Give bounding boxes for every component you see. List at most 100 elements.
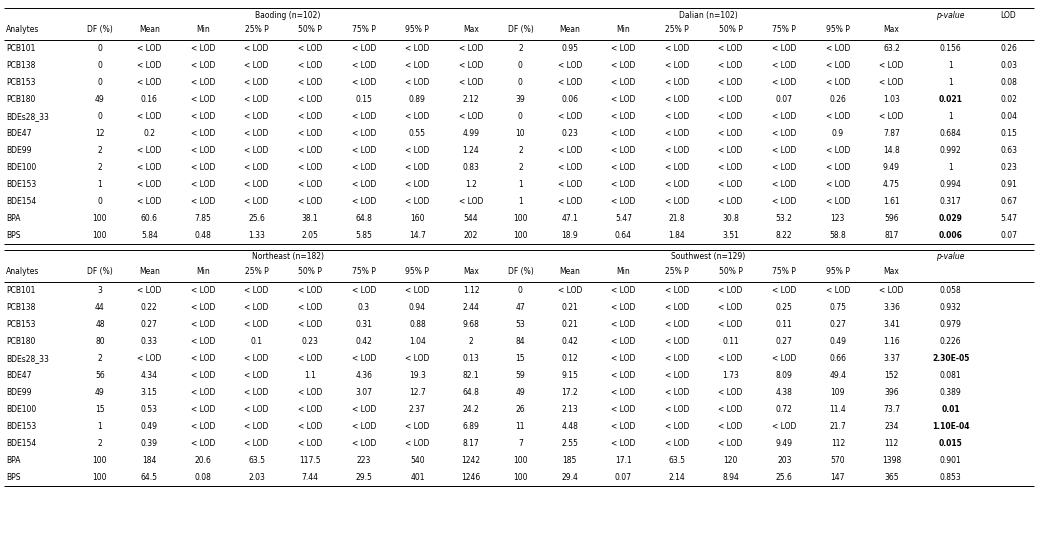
Text: 17.2: 17.2 xyxy=(562,388,578,397)
Text: < LOD: < LOD xyxy=(405,44,430,53)
Text: 2.13: 2.13 xyxy=(562,405,578,414)
Text: 0.853: 0.853 xyxy=(939,473,961,482)
Text: 3.37: 3.37 xyxy=(883,354,900,363)
Text: 9.15: 9.15 xyxy=(562,371,578,380)
Text: BPA: BPA xyxy=(6,456,21,465)
Text: < LOD: < LOD xyxy=(879,61,904,70)
Text: 0.55: 0.55 xyxy=(409,129,426,138)
Text: Northeast (n=182): Northeast (n=182) xyxy=(251,252,324,261)
Text: < LOD: < LOD xyxy=(825,180,850,189)
Text: < LOD: < LOD xyxy=(718,44,743,53)
Text: < LOD: < LOD xyxy=(298,61,323,70)
Text: 401: 401 xyxy=(410,473,425,482)
Text: < LOD: < LOD xyxy=(718,95,743,104)
Text: 50% P: 50% P xyxy=(298,25,322,34)
Text: 1398: 1398 xyxy=(882,456,901,465)
Text: 25% P: 25% P xyxy=(245,25,269,34)
Text: 1.1: 1.1 xyxy=(304,371,317,380)
Text: 2.03: 2.03 xyxy=(248,473,265,482)
Text: < LOD: < LOD xyxy=(298,388,323,397)
Text: < LOD: < LOD xyxy=(611,197,635,206)
Text: 0.994: 0.994 xyxy=(939,180,961,189)
Text: < LOD: < LOD xyxy=(298,405,323,414)
Text: 95% P: 95% P xyxy=(406,25,430,34)
Text: < LOD: < LOD xyxy=(611,388,635,397)
Text: LOD: LOD xyxy=(1001,11,1016,20)
Text: < LOD: < LOD xyxy=(557,78,582,87)
Text: < LOD: < LOD xyxy=(459,61,484,70)
Text: 15: 15 xyxy=(95,405,105,414)
Text: < LOD: < LOD xyxy=(191,439,215,448)
Text: 21.8: 21.8 xyxy=(668,214,685,223)
Text: < LOD: < LOD xyxy=(244,112,269,121)
Text: < LOD: < LOD xyxy=(405,146,430,155)
Text: 396: 396 xyxy=(884,388,899,397)
Text: 29.4: 29.4 xyxy=(562,473,578,482)
Text: 1.10E-04: 1.10E-04 xyxy=(932,422,969,431)
Text: BDEs28_33: BDEs28_33 xyxy=(6,354,49,363)
Text: < LOD: < LOD xyxy=(879,78,904,87)
Text: < LOD: < LOD xyxy=(665,44,689,53)
Text: 7.85: 7.85 xyxy=(194,214,212,223)
Text: < LOD: < LOD xyxy=(298,163,323,172)
Text: 0.15: 0.15 xyxy=(355,95,373,104)
Text: < LOD: < LOD xyxy=(298,303,323,312)
Text: 0: 0 xyxy=(518,112,523,121)
Text: BDE100: BDE100 xyxy=(6,405,36,414)
Text: Mean: Mean xyxy=(559,267,580,276)
Text: < LOD: < LOD xyxy=(191,320,215,329)
Text: 2.55: 2.55 xyxy=(562,439,578,448)
Text: < LOD: < LOD xyxy=(718,439,743,448)
Text: < LOD: < LOD xyxy=(244,371,269,380)
Text: 0.27: 0.27 xyxy=(829,320,846,329)
Text: 1: 1 xyxy=(949,78,953,87)
Text: < LOD: < LOD xyxy=(611,163,635,172)
Text: < LOD: < LOD xyxy=(298,286,323,295)
Text: 109: 109 xyxy=(830,388,845,397)
Text: < LOD: < LOD xyxy=(191,146,215,155)
Text: 0.08: 0.08 xyxy=(194,473,212,482)
Text: < LOD: < LOD xyxy=(665,371,689,380)
Text: < LOD: < LOD xyxy=(557,180,582,189)
Text: 0.992: 0.992 xyxy=(939,146,961,155)
Text: 0.67: 0.67 xyxy=(1000,197,1017,206)
Text: 0.1: 0.1 xyxy=(250,337,263,346)
Text: Mean: Mean xyxy=(139,267,160,276)
Text: 2.44: 2.44 xyxy=(463,303,480,312)
Text: 1.04: 1.04 xyxy=(409,337,426,346)
Text: 11.4: 11.4 xyxy=(829,405,846,414)
Text: 5.84: 5.84 xyxy=(141,231,158,240)
Text: < LOD: < LOD xyxy=(772,129,796,138)
Text: 10: 10 xyxy=(516,129,525,138)
Text: 1.61: 1.61 xyxy=(883,197,900,206)
Text: < LOD: < LOD xyxy=(611,286,635,295)
Text: 7.87: 7.87 xyxy=(883,129,900,138)
Text: 0.015: 0.015 xyxy=(939,439,962,448)
Text: < LOD: < LOD xyxy=(611,439,635,448)
Text: < LOD: < LOD xyxy=(244,405,269,414)
Text: < LOD: < LOD xyxy=(244,146,269,155)
Text: 0.07: 0.07 xyxy=(614,473,632,482)
Text: 49: 49 xyxy=(95,95,105,104)
Text: < LOD: < LOD xyxy=(557,286,582,295)
Text: 2: 2 xyxy=(98,146,103,155)
Text: < LOD: < LOD xyxy=(665,197,689,206)
Text: < LOD: < LOD xyxy=(611,405,635,414)
Text: < LOD: < LOD xyxy=(718,146,743,155)
Text: 0.42: 0.42 xyxy=(562,337,578,346)
Text: 1.73: 1.73 xyxy=(722,371,739,380)
Text: 0: 0 xyxy=(98,112,103,121)
Text: 2.05: 2.05 xyxy=(302,231,319,240)
Text: < LOD: < LOD xyxy=(772,422,796,431)
Text: PCB138: PCB138 xyxy=(6,61,35,70)
Text: 25.6: 25.6 xyxy=(775,473,793,482)
Text: < LOD: < LOD xyxy=(244,439,269,448)
Text: 25% P: 25% P xyxy=(665,25,689,34)
Text: 223: 223 xyxy=(357,456,371,465)
Text: < LOD: < LOD xyxy=(191,286,215,295)
Text: 0.02: 0.02 xyxy=(1001,95,1017,104)
Text: 0.64: 0.64 xyxy=(614,231,632,240)
Text: 48: 48 xyxy=(95,320,105,329)
Text: 0.979: 0.979 xyxy=(939,320,961,329)
Text: PCB101: PCB101 xyxy=(6,44,35,53)
